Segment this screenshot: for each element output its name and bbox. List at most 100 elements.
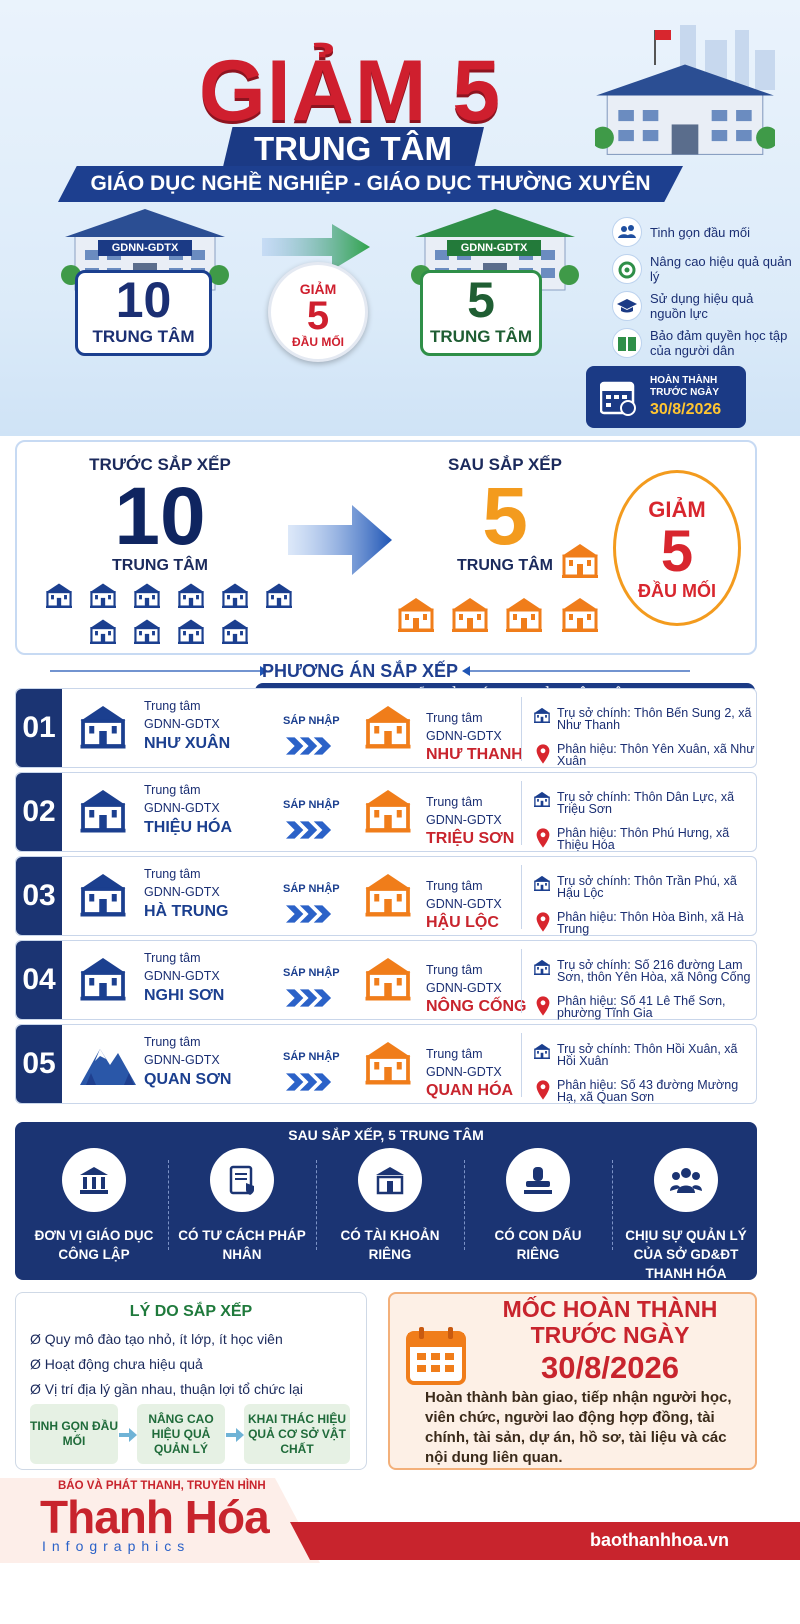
from-name: HÀ TRUNG (144, 903, 229, 920)
to-icon-svg (363, 1040, 413, 1085)
merge-arrows-svg (286, 821, 332, 839)
from-icon-svg (78, 872, 128, 917)
feature-icon (506, 1148, 570, 1212)
badge-number: 5 (660, 519, 694, 584)
to-icon-svg (363, 788, 413, 833)
benefit-icon-svg (618, 337, 636, 351)
main-icon (533, 1043, 551, 1064)
benefit-icon-svg (618, 225, 636, 238)
before-box: 10 TRUNG TÂM (75, 270, 212, 356)
features-title: SAU SẮP XẾP, 5 TRUNG TÂM (288, 1127, 484, 1143)
flow-step: TINH GỌN ĐẦU MỐI (30, 1404, 118, 1464)
from-line2: GDNN-GDTX (144, 801, 220, 815)
from-icon (78, 1039, 138, 1094)
merge-arrows-svg (286, 905, 332, 923)
feature-icon (358, 1148, 422, 1212)
main-icon-svg (533, 707, 551, 723)
from-icon (78, 703, 138, 758)
to-line1: Trung tâm (426, 963, 483, 977)
merge-arrows-svg (286, 1073, 332, 1091)
from-line1: Trung tâm (144, 951, 201, 965)
sign-before: GDNN-GDTX (98, 240, 192, 256)
divider (521, 781, 522, 845)
to-line1: Trung tâm (426, 879, 483, 893)
main-icon (533, 875, 551, 896)
merge-arrows-svg (286, 737, 332, 755)
hero-badge: GIẢM 5 ĐẦU MỐI (268, 262, 368, 362)
benefit: Sử dụng hiệu quả nguồn lực (612, 288, 792, 324)
feature-divider (612, 1160, 613, 1250)
feature: CÓ TƯ CÁCH PHÁP NHÂN (168, 1148, 316, 1264)
brand: Thanh Hóa (40, 1491, 270, 1543)
branch-icon-svg (536, 996, 550, 1016)
benefit: Bảo đảm quyền học tập của người dân (612, 325, 792, 361)
to-line2: GDNN-GDTX (426, 813, 502, 827)
main-icon-svg (533, 875, 551, 891)
feature-divider (168, 1160, 169, 1250)
plan-row: 02 Trung tâm GDNN-GDTX THIỆU HÓA SÁP NHẬP Tru… (15, 772, 757, 852)
divider (521, 949, 522, 1013)
feature-icon (210, 1148, 274, 1212)
from-icon (78, 787, 138, 842)
badge-bottom: ĐẦU MỐI (292, 335, 344, 349)
url: baothanhhoa.vn (590, 1530, 729, 1550)
from-line1: Trung tâm (144, 867, 201, 881)
milestone-text: Hoàn thành bàn giao, tiếp nhận người học… (425, 1389, 732, 1466)
feature-icon-svg (229, 1165, 254, 1195)
branch-site: Phân hiệu: Số 43 đường Mường Hạ, xã Quan… (557, 1078, 739, 1104)
row-number: 02 (16, 773, 62, 851)
from-name: THIỆU HÓA (144, 819, 232, 836)
title: GIẢM 5 (198, 43, 502, 139)
benefit-icon (612, 217, 642, 247)
to-icon (363, 871, 413, 926)
main-site: Trụ sở chính: Thôn Hồi Xuân, xã Hồi Xuân (557, 1042, 738, 1068)
school-illustration (595, 25, 775, 156)
to-line2: GDNN-GDTX (426, 981, 502, 995)
before-school-icons (44, 582, 294, 644)
before-unit: TRUNG TÂM (92, 327, 195, 346)
from-line1: Trung tâm (144, 783, 201, 797)
main-site: Trụ sở chính: Số 216 đường Lam Sơn, thôn… (557, 958, 751, 984)
benefit: Tinh gọn đầu mối (612, 214, 792, 250)
brand-sub: Infographics (42, 1538, 191, 1554)
flow-step: NÂNG CAO HIỆU QUẢ QUẢN LÝ (137, 1404, 225, 1464)
branch-icon-svg (536, 912, 550, 932)
flow-arrow-svg (226, 1428, 244, 1442)
branch-icon-svg (536, 1080, 550, 1100)
main-icon (533, 959, 551, 980)
branch-site: Phân hiệu: Số 41 Lê Thế Sơn, phường Tĩnh… (557, 994, 726, 1020)
feature-text: CÓ TÀI KHOẢN RIÊNG (340, 1228, 440, 1262)
from-line1: Trung tâm (144, 1035, 201, 1049)
branch-site: Phân hiệu: Thôn Hòa Bình, xã Hà Trung (557, 910, 744, 936)
feature: CHỊU SỰ QUẢN LÝ CỦA SỞ GD&ĐT THANH HÓA (612, 1148, 760, 1283)
action: SÁP NHẬP (283, 715, 340, 727)
comparison-badge: GIẢM 5 ĐẦU MỐI (613, 470, 741, 626)
milestone-title: MỐC HOÀN THÀNH TRƯỚC NGÀY (502, 1296, 718, 1348)
to-line1: Trung tâm (426, 795, 483, 809)
deadline-date: 30/8/2026 (650, 401, 722, 418)
feature-divider (316, 1160, 317, 1250)
reasons-list: Ø Quy mô đào tạo nhỏ, ít lớp, ít học viê… (30, 1331, 352, 1397)
branch-icon (535, 828, 551, 853)
branch-icon-svg (536, 744, 550, 764)
branch-icon (535, 1080, 551, 1105)
reasons-title: LÝ DO SẮP XẾP (129, 1303, 253, 1320)
reason: Ø Quy mô đào tạo nhỏ, ít lớp, ít học viê… (30, 1331, 283, 1347)
row-number: 05 (16, 1025, 62, 1103)
to-icon-svg (363, 956, 413, 1001)
from-name: NHƯ XUÂN (144, 735, 231, 752)
to-name: NHƯ THANH (426, 746, 523, 763)
to-icon (363, 787, 413, 842)
badge-number: 5 (306, 294, 330, 338)
calendar-icon (600, 381, 636, 416)
branch-icon-svg (536, 828, 550, 848)
to-line2: GDNN-GDTX (426, 897, 502, 911)
flow-arrow-svg (119, 1428, 137, 1442)
plan-row: 05 Trung tâm GDNN-GDTX QUAN SƠN SÁP NHẬP Trun… (15, 1024, 757, 1104)
to-name: HẬU LỘC (426, 914, 499, 931)
to-line2: GDNN-GDTX (426, 1065, 502, 1079)
after-box: 5 TRUNG TÂM (420, 270, 542, 356)
feature-text: CÓ CON DẤU RIÊNG (494, 1228, 582, 1262)
to-line2: GDNN-GDTX (426, 729, 502, 743)
after-number: 5 (467, 272, 495, 328)
